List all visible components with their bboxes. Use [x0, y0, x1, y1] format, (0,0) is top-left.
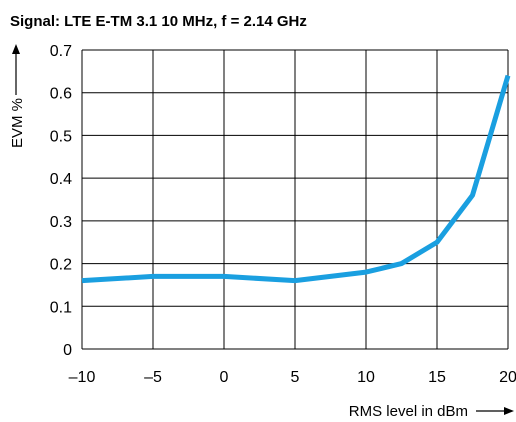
x-tick-labels: –10 –5 0 5 10 15 20	[69, 369, 516, 386]
y-tick-label: 0.4	[50, 171, 72, 188]
y-tick-label: 0.6	[50, 86, 72, 103]
x-tick-label: 10	[357, 369, 375, 386]
x-axis-label-group: RMS level in dBm	[349, 403, 514, 420]
y-tick-label: 0.3	[50, 214, 72, 231]
y-axis-label: EVM %	[9, 98, 26, 148]
y-tick-label: 0.1	[50, 299, 72, 316]
y-tick-label: 0	[63, 342, 72, 359]
y-tick-label: 0.2	[50, 257, 72, 274]
x-tick-label: 0	[220, 369, 229, 386]
x-tick-label: 15	[428, 369, 446, 386]
series-line-0	[81, 74, 511, 284]
x-axis-arrow-head	[504, 407, 514, 415]
chart-title: Signal: LTE E-TM 3.1 10 MHz, f = 2.14 GH…	[10, 13, 307, 30]
y-axis-label-group: EVM %	[9, 44, 26, 148]
y-tick-label: 0.7	[50, 43, 72, 60]
x-tick-label: 20	[499, 369, 516, 386]
x-tick-label: –5	[144, 369, 162, 386]
y-axis-arrow-head	[12, 44, 20, 54]
y-tick-label: 0.5	[50, 128, 72, 145]
y-tick-labels: 0 0.1 0.2 0.3 0.4 0.5 0.6 0.7	[50, 43, 72, 359]
grid	[81, 49, 509, 350]
series-layer	[81, 74, 511, 284]
x-tick-label: –10	[69, 369, 96, 386]
x-tick-label: 5	[291, 369, 300, 386]
x-axis-label: RMS level in dBm	[349, 403, 468, 420]
